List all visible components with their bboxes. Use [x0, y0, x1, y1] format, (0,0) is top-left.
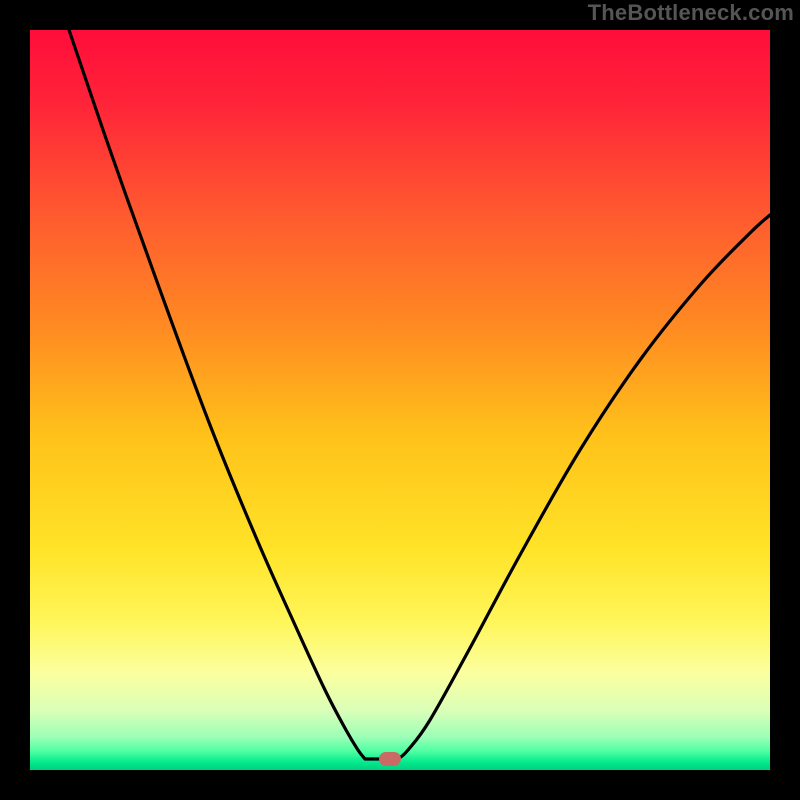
frame-border-bottom: [0, 770, 800, 800]
plot-area: [30, 30, 770, 770]
watermark-text: TheBottleneck.com: [588, 0, 794, 26]
frame-border-left: [0, 0, 30, 800]
optimal-point-marker: [379, 752, 401, 766]
bottleneck-curve: [30, 30, 770, 770]
curve-path: [69, 30, 770, 759]
frame-border-right: [770, 0, 800, 800]
chart-frame: TheBottleneck.com: [0, 0, 800, 800]
